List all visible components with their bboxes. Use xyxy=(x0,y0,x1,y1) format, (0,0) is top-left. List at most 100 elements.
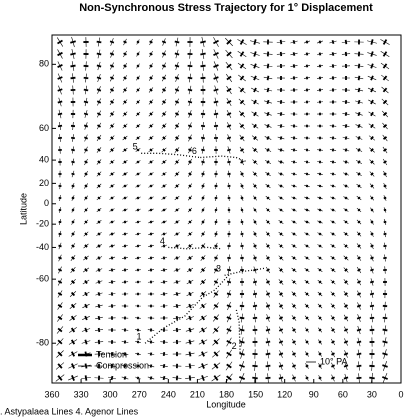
stress-compression xyxy=(189,49,191,59)
stress-compression xyxy=(382,372,388,384)
stress-compression xyxy=(330,267,336,273)
stress-compression xyxy=(212,338,220,346)
stress-compression xyxy=(226,97,232,107)
stress-compression xyxy=(316,89,324,91)
stress-compression xyxy=(329,137,337,139)
stress-compression xyxy=(82,267,90,273)
x-tick-label: 150 xyxy=(248,389,263,399)
stress-compression xyxy=(357,290,361,298)
stress-compression xyxy=(370,242,374,250)
stress-compression xyxy=(186,304,194,308)
stress-compression xyxy=(278,184,284,188)
y-tick-label: 60 xyxy=(39,123,49,133)
stress-compression xyxy=(383,207,387,213)
stress-compression xyxy=(254,361,256,371)
y-tick-label: 0 xyxy=(44,198,49,208)
stress-compression xyxy=(81,328,91,332)
stress-compression xyxy=(160,256,168,260)
stress-compression xyxy=(343,314,349,322)
stress-compression xyxy=(370,290,374,298)
stress-compression xyxy=(173,280,181,284)
stress-compression xyxy=(278,172,284,176)
stress-compression xyxy=(215,134,217,142)
stress-compression xyxy=(174,159,180,165)
stress-compression xyxy=(330,172,336,176)
stress-compression xyxy=(96,110,102,118)
stress-compression xyxy=(263,76,273,80)
stress-compression xyxy=(251,111,259,117)
stress-compression xyxy=(214,85,218,95)
stress-compression xyxy=(97,86,101,94)
stress-compression xyxy=(383,170,387,178)
stress-compression xyxy=(187,195,193,201)
stress-compression xyxy=(160,353,168,355)
stress-compression xyxy=(71,158,75,166)
stress-compression xyxy=(214,109,218,119)
stress-compression xyxy=(329,40,337,44)
stress-compression xyxy=(330,327,336,333)
stress-compression xyxy=(278,243,284,249)
stress-compression xyxy=(241,313,243,323)
stress-compression xyxy=(82,316,90,320)
stress-compression xyxy=(84,146,88,154)
stress-compression xyxy=(58,121,62,131)
stress-compression xyxy=(147,364,155,368)
stress-compression xyxy=(371,325,373,335)
stress-compression xyxy=(228,242,230,250)
stress-compression xyxy=(356,195,362,201)
stress-compression xyxy=(121,329,129,331)
stress-compression xyxy=(214,73,218,83)
stress-compression xyxy=(136,51,140,57)
stress-compression xyxy=(266,302,270,310)
stress-compression xyxy=(355,124,363,128)
lineament xyxy=(200,155,247,163)
x-tick-label: 180 xyxy=(219,389,234,399)
stress-compression xyxy=(304,196,310,200)
stress-compression xyxy=(97,37,101,47)
stress-compression xyxy=(370,207,374,213)
stress-compression xyxy=(161,74,167,82)
stress-compression xyxy=(318,351,322,357)
stress-compression xyxy=(58,97,62,107)
stress-compression xyxy=(356,231,362,237)
stress-compression xyxy=(135,172,141,176)
stress-compression xyxy=(96,220,102,224)
stress-compression xyxy=(161,86,167,94)
stress-compression xyxy=(227,301,231,311)
stress-compression xyxy=(56,350,64,358)
stress-compression xyxy=(135,245,141,247)
stress-compression xyxy=(135,220,141,224)
stress-compression xyxy=(94,329,104,331)
stress-compression xyxy=(303,40,311,44)
stress-compression xyxy=(201,134,205,142)
stress-compression xyxy=(342,101,350,103)
stress-compression xyxy=(276,41,286,43)
stress-compression xyxy=(96,232,102,236)
lineament-label: 5 xyxy=(133,142,138,152)
stress-compression xyxy=(198,339,208,345)
stress-compression xyxy=(72,121,74,131)
stress-compression xyxy=(357,349,361,359)
stress-compression xyxy=(265,195,271,201)
stress-compression xyxy=(278,290,284,298)
stress-compression xyxy=(214,97,218,107)
stress-compression xyxy=(318,363,322,369)
stress-compression xyxy=(175,86,179,94)
stress-compression xyxy=(213,266,219,274)
stress-compression xyxy=(277,113,285,115)
stress-compression xyxy=(200,231,206,237)
stress-compression xyxy=(96,183,102,189)
stress-compression xyxy=(212,350,220,358)
stress-compression xyxy=(213,302,219,310)
stress-compression xyxy=(161,184,167,188)
stress-compression xyxy=(215,121,217,131)
stress-compression xyxy=(225,49,233,59)
stress-compression xyxy=(172,341,182,343)
stress-compression xyxy=(174,195,180,201)
stress-compression xyxy=(330,220,336,224)
stress-compression xyxy=(201,49,205,59)
stress-compression xyxy=(85,61,87,71)
stress-compression xyxy=(381,110,389,118)
stress-compression xyxy=(187,207,193,213)
stress-compression xyxy=(383,361,387,371)
